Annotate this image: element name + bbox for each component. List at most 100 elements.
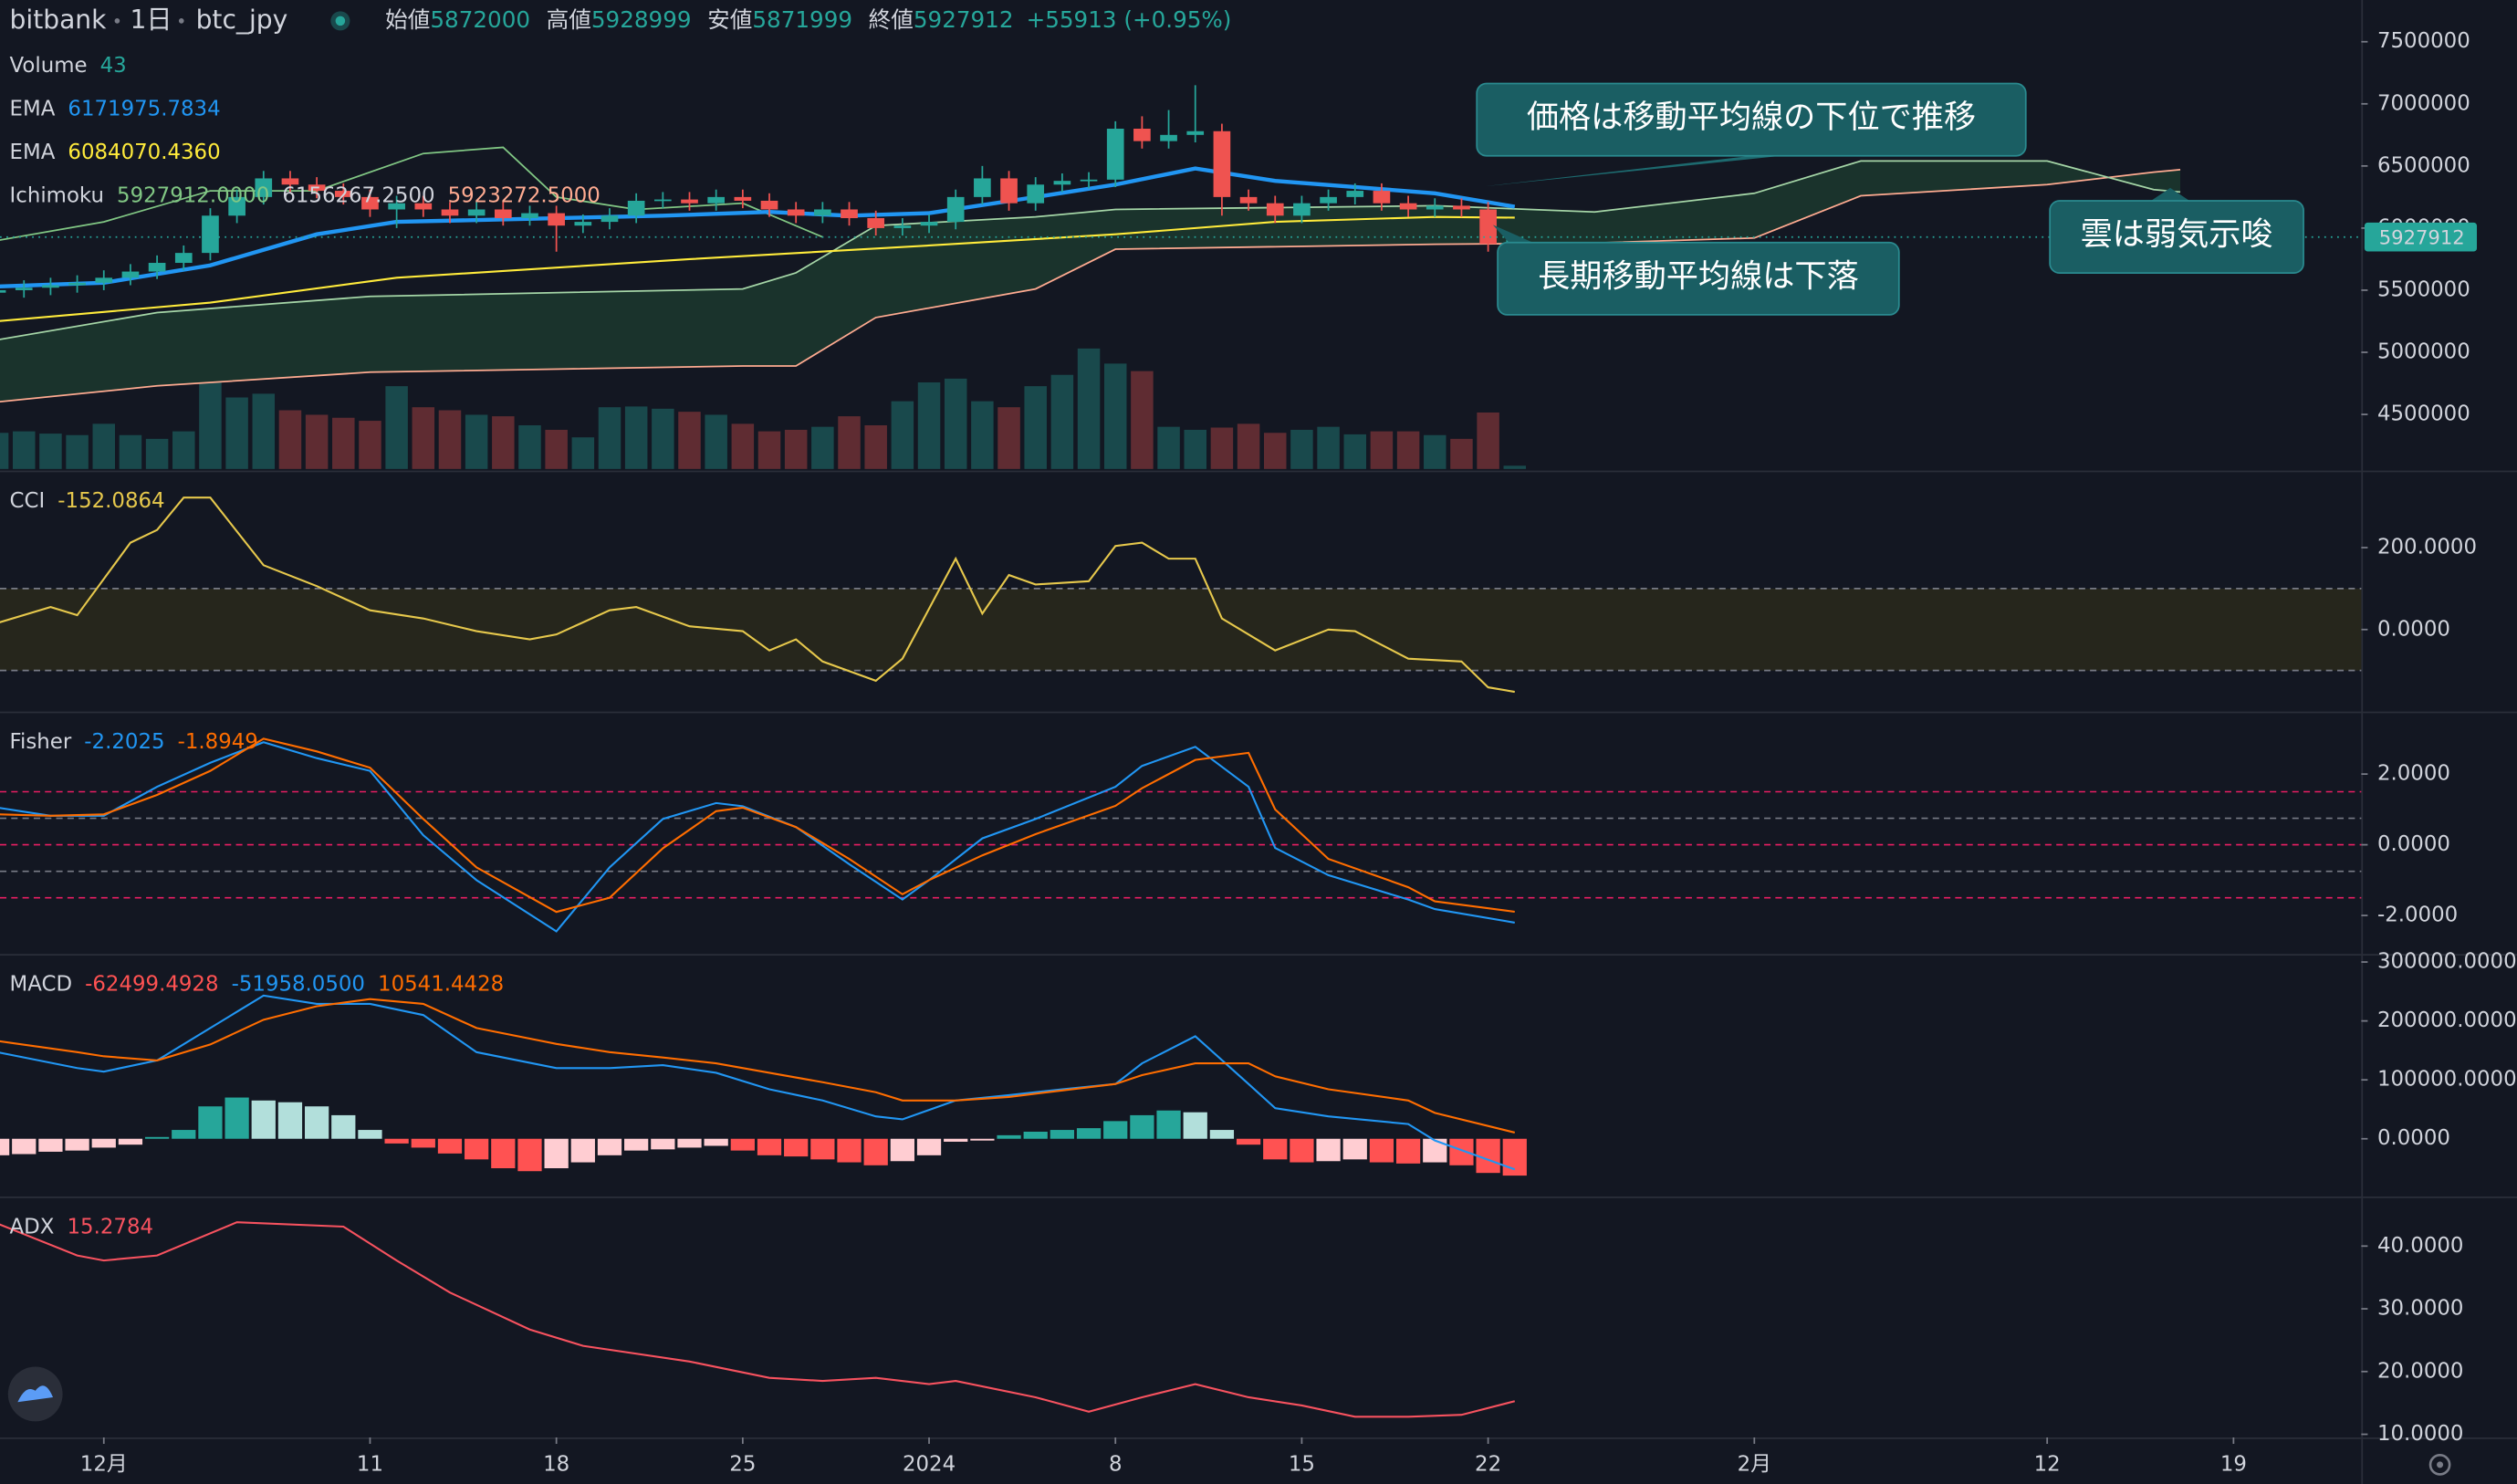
volume-bar	[92, 423, 116, 469]
candle-body	[255, 178, 273, 197]
histogram-bar	[465, 1138, 489, 1160]
settings-button[interactable]	[2428, 1454, 2451, 1476]
indicator-line	[0, 160, 2181, 340]
volume-bar	[944, 378, 967, 469]
candle-body	[308, 184, 326, 192]
histogram-bar	[1342, 1138, 1367, 1160]
candle-body	[1027, 184, 1045, 204]
candle-body	[734, 196, 752, 201]
histogram-bar	[1395, 1138, 1421, 1164]
histogram-bar	[0, 1138, 10, 1155]
volume-bar	[545, 429, 568, 469]
volume-bar	[199, 381, 222, 469]
candle-body	[841, 209, 858, 219]
candle-body	[361, 196, 379, 210]
indicator-line	[0, 998, 1516, 1134]
logo-mark[interactable]	[17, 1385, 54, 1403]
indicator-line	[0, 215, 1515, 322]
candle-body	[893, 225, 912, 228]
candle-body	[1453, 205, 1470, 210]
histogram-bar	[331, 1114, 356, 1139]
candle-body	[148, 263, 166, 272]
histogram-bar	[517, 1138, 542, 1172]
candle-body	[627, 200, 645, 216]
legend-value: 6084070.4360	[68, 141, 220, 164]
y-tick-label: 7500000	[2377, 29, 2470, 53]
last-price-label: 5927912	[2379, 225, 2465, 248]
histogram-bar	[277, 1102, 303, 1139]
histogram-bar	[358, 1130, 382, 1139]
candle-body	[1346, 191, 1364, 197]
histogram-bar	[970, 1138, 995, 1141]
x-tick-label: 25	[729, 1452, 756, 1476]
legend-value: 6156267.2500	[282, 183, 434, 207]
x-tick-label: 8	[1109, 1452, 1123, 1476]
legend-value: -1.8949	[178, 729, 258, 753]
indicator-line	[0, 1221, 1516, 1418]
annotations: 価格は移動平均線の下位で推移 長期移動平均線は下落 雲は弱気示唆	[1476, 82, 2304, 316]
pane-title: ADX	[10, 1215, 55, 1238]
candle-body	[521, 213, 538, 219]
y-tick-label: 5500000	[2377, 277, 2470, 301]
volume-bar	[66, 434, 89, 469]
legend-name: Ichimoku	[10, 183, 104, 207]
logo[interactable]	[7, 1366, 63, 1422]
plot: 7500000700000065000006000000550000050000…	[0, 29, 2517, 1476]
histogram-bar	[704, 1138, 728, 1146]
legend-row: Volume 43	[10, 54, 127, 78]
histogram-bar	[810, 1138, 835, 1160]
histogram-bar	[997, 1134, 1021, 1139]
y-tick-label: 20.0000	[2377, 1359, 2464, 1383]
candle-body	[1426, 205, 1444, 210]
histogram-bar	[1316, 1138, 1341, 1162]
indicator-line	[0, 994, 1516, 1171]
x-tick-label: 12	[2034, 1452, 2061, 1476]
y-tick-label: 200.0000	[2377, 535, 2477, 559]
volume-bar	[1263, 433, 1287, 469]
volume-bar	[1131, 371, 1154, 469]
volume-bar	[465, 414, 488, 469]
callout-box	[1476, 82, 2027, 157]
ohlc-value: 5871999	[752, 6, 852, 33]
histogram-bar	[12, 1138, 37, 1155]
pane-title: MACD	[10, 972, 73, 996]
volume-bar	[1184, 429, 1206, 469]
volume-bar	[757, 431, 781, 469]
callout-text: 価格は移動平均線の下位で推移	[1527, 99, 1976, 136]
candle-body	[228, 196, 245, 216]
ohlc-label: 始値	[385, 6, 430, 33]
y-tick-label: 0.0000	[2377, 1126, 2450, 1150]
histogram-bar	[1156, 1110, 1181, 1139]
separator-dot	[114, 18, 120, 24]
candle-body	[760, 200, 778, 210]
gear-center[interactable]	[2437, 1461, 2444, 1468]
volume-bar	[1343, 434, 1367, 469]
volume-bar	[917, 381, 941, 469]
ohlc-value: 5928999	[591, 6, 692, 33]
volume-bar	[678, 412, 701, 469]
callout-text: 雲は弱気示唆	[2081, 216, 2273, 254]
symbol: bitbank	[10, 5, 108, 35]
legend-value: -2.2025	[84, 729, 164, 753]
legend-row: Ichimoku 5927912.0000 6156267.2500 5923272.…	[10, 183, 601, 207]
y-tick-label: -2.0000	[2377, 904, 2458, 927]
volume-bar	[705, 414, 727, 469]
histogram-bar	[1290, 1138, 1314, 1163]
candle-body	[601, 215, 619, 223]
histogram-bar	[144, 1136, 170, 1139]
callout-box	[1497, 241, 1900, 316]
volume-bar	[412, 407, 435, 469]
volume-bar	[1396, 431, 1420, 469]
volume-bar	[305, 414, 329, 469]
candle-body	[202, 215, 219, 254]
y-tick-label: 6500000	[2377, 153, 2470, 177]
pane-legend: ADX 15.2784	[10, 1215, 153, 1238]
volume-bar	[492, 416, 515, 469]
volume-bar	[119, 434, 142, 469]
candle-body	[95, 277, 113, 283]
status-icon-dot	[335, 16, 346, 26]
histogram-bar	[890, 1138, 914, 1162]
gear-icon[interactable]	[2428, 1454, 2451, 1476]
